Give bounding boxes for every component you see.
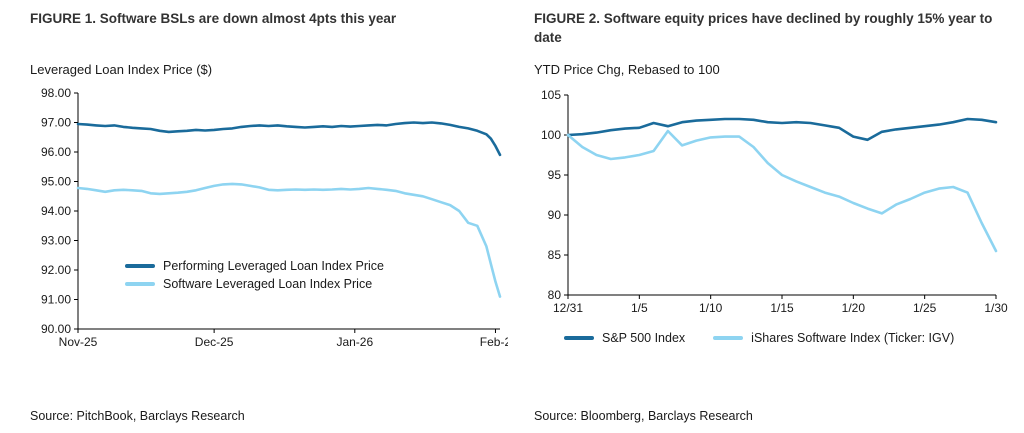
legend-label: S&P 500 Index [602, 331, 686, 345]
svg-text:Jan-26: Jan-26 [336, 335, 373, 349]
svg-text:Feb-2: Feb-2 [480, 335, 508, 349]
svg-text:96.00: 96.00 [41, 145, 71, 159]
figure-1-legend: Performing Leveraged Loan Index Price Sof… [125, 259, 384, 291]
legend-swatch [713, 336, 744, 340]
svg-text:1/30: 1/30 [984, 301, 1008, 315]
legend-label: iShares Software Index (Ticker: IGV) [751, 331, 955, 345]
svg-text:80: 80 [548, 288, 562, 302]
legend-item: S&P 500 Index [564, 331, 685, 345]
svg-text:90.00: 90.00 [41, 322, 71, 336]
figure-2-source: Source: Bloomberg, Barclays Research [534, 409, 753, 423]
svg-text:1/20: 1/20 [842, 301, 866, 315]
svg-text:98.00: 98.00 [41, 86, 71, 100]
figure-1-label: FIGURE 1. [30, 11, 97, 26]
legend-swatch [125, 264, 155, 268]
svg-text:85: 85 [548, 248, 562, 262]
legend-item: Software Leveraged Loan Index Price [125, 277, 384, 291]
legend-label: Performing Leveraged Loan Index Price [163, 259, 384, 273]
svg-text:Nov-25: Nov-25 [59, 335, 98, 349]
svg-text:94.00: 94.00 [41, 204, 71, 218]
svg-text:93.00: 93.00 [41, 234, 71, 248]
svg-text:Dec-25: Dec-25 [195, 335, 234, 349]
svg-text:95: 95 [548, 168, 562, 182]
figure-2-title: FIGURE 2. Software equity prices have de… [534, 10, 1012, 50]
svg-text:90: 90 [548, 208, 562, 222]
legend-label: Software Leveraged Loan Index Price [163, 277, 373, 291]
svg-text:1/5: 1/5 [631, 301, 648, 315]
legend-swatch [564, 336, 594, 340]
svg-text:95.00: 95.00 [41, 175, 71, 189]
figure-1-axis-title: Leveraged Loan Index Price ($) [30, 62, 213, 77]
figure-1-panel: FIGURE 1. Software BSLs are down almost … [30, 10, 508, 425]
legend-swatch [125, 282, 155, 286]
figure-2-plot: 80 85 90 95 100 105 12/31 1/5 1/10 1/15 1/20 1/25 1/… [541, 88, 1008, 315]
svg-text:100: 100 [541, 128, 561, 142]
figure-2-chart: 80 85 90 95 100 105 12/31 1/5 1/10 1/15 1/20 1/25 1/… [534, 83, 1012, 323]
svg-text:1/25: 1/25 [913, 301, 937, 315]
svg-text:1/10: 1/10 [699, 301, 723, 315]
figure-1-heading: Software BSLs are down almost 4pts this … [99, 11, 397, 26]
svg-text:105: 105 [541, 88, 561, 102]
figure-1-plot: 90.00 91.00 92.00 93.00 94.00 95.00 96.00 97.00… [41, 86, 508, 349]
figure-2-panel: FIGURE 2. Software equity prices have de… [534, 10, 1012, 425]
figure-2-label: FIGURE 2. [534, 11, 601, 26]
svg-text:12/31: 12/31 [553, 301, 583, 315]
svg-text:97.00: 97.00 [41, 116, 71, 130]
figure-1-chart: 90.00 91.00 92.00 93.00 94.00 95.00 96.00 97.00… [30, 83, 508, 355]
svg-text:1/15: 1/15 [770, 301, 794, 315]
figure-2-axis-title: YTD Price Chg, Rebased to 100 [534, 62, 720, 77]
legend-item: Performing Leveraged Loan Index Price [125, 259, 384, 273]
legend-item: iShares Software Index (Ticker: IGV) [713, 331, 954, 345]
figure-2-legend: S&P 500 Index iShares Software Index (Tic… [564, 331, 1012, 345]
svg-text:91.00: 91.00 [41, 293, 71, 307]
figure-2-heading: Software equity prices have declined by … [534, 11, 993, 45]
svg-text:92.00: 92.00 [41, 263, 71, 277]
figure-1-title: FIGURE 1. Software BSLs are down almost … [30, 10, 508, 50]
figure-1-source: Source: PitchBook, Barclays Research [30, 409, 245, 423]
